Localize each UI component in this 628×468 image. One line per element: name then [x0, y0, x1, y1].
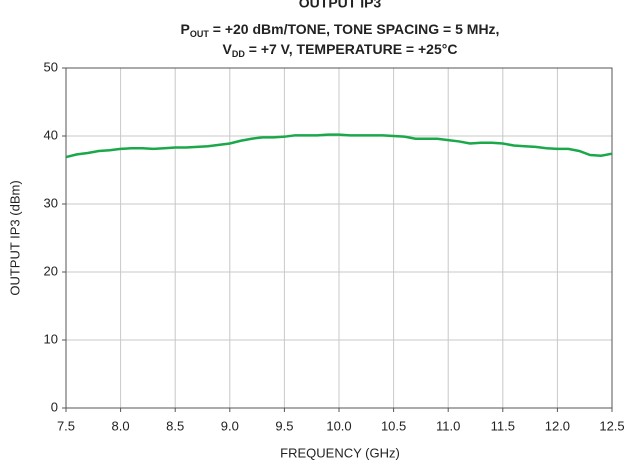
chart-subtitle: VDD = +7 V, TEMPERATURE = +25°C — [223, 41, 458, 60]
subtitle-part: OUT — [190, 29, 210, 39]
y-tick-label: 0 — [51, 399, 58, 414]
subtitle-part: = +20 dBm/TONE, TONE SPACING = 5 MHz, — [209, 21, 500, 37]
y-tick-label: 30 — [44, 195, 58, 210]
y-tick-label: 20 — [44, 263, 58, 278]
x-tick-label: 12.0 — [545, 418, 570, 433]
x-tick-label: 11.0 — [436, 418, 460, 433]
subtitle-part: V — [223, 41, 233, 57]
x-tick-label: 8.5 — [166, 418, 184, 433]
subtitle-part: DD — [232, 49, 245, 59]
plot-frame — [65, 67, 613, 409]
y-tick-label: 40 — [44, 127, 58, 142]
x-tick-label: 8.0 — [112, 418, 130, 433]
x-tick-label: 12.5 — [599, 418, 624, 433]
x-tick-label: 11.5 — [491, 418, 515, 433]
x-tick-label: 9.0 — [221, 418, 239, 433]
chart-title: OUTPUT IP3 — [299, 0, 382, 11]
series-line — [65, 133, 613, 159]
y-tick-label: 10 — [44, 331, 58, 346]
y-tick-label: 50 — [44, 59, 58, 74]
x-tick-label: 9.5 — [275, 418, 293, 433]
y-axis-label: OUTPUT IP3 (dBm) — [7, 180, 22, 295]
chart-subtitle: POUT = +20 dBm/TONE, TONE SPACING = 5 MH… — [181, 21, 500, 40]
x-tick-label: 10.5 — [381, 418, 406, 433]
x-tick-label: 7.5 — [57, 418, 75, 433]
subtitle-part: = +7 V, TEMPERATURE = +25°C — [245, 41, 458, 57]
subtitle-part: P — [181, 21, 190, 37]
x-tick-label: 10.0 — [326, 418, 351, 433]
x-axis-label: FREQUENCY (GHz) — [280, 445, 400, 460]
